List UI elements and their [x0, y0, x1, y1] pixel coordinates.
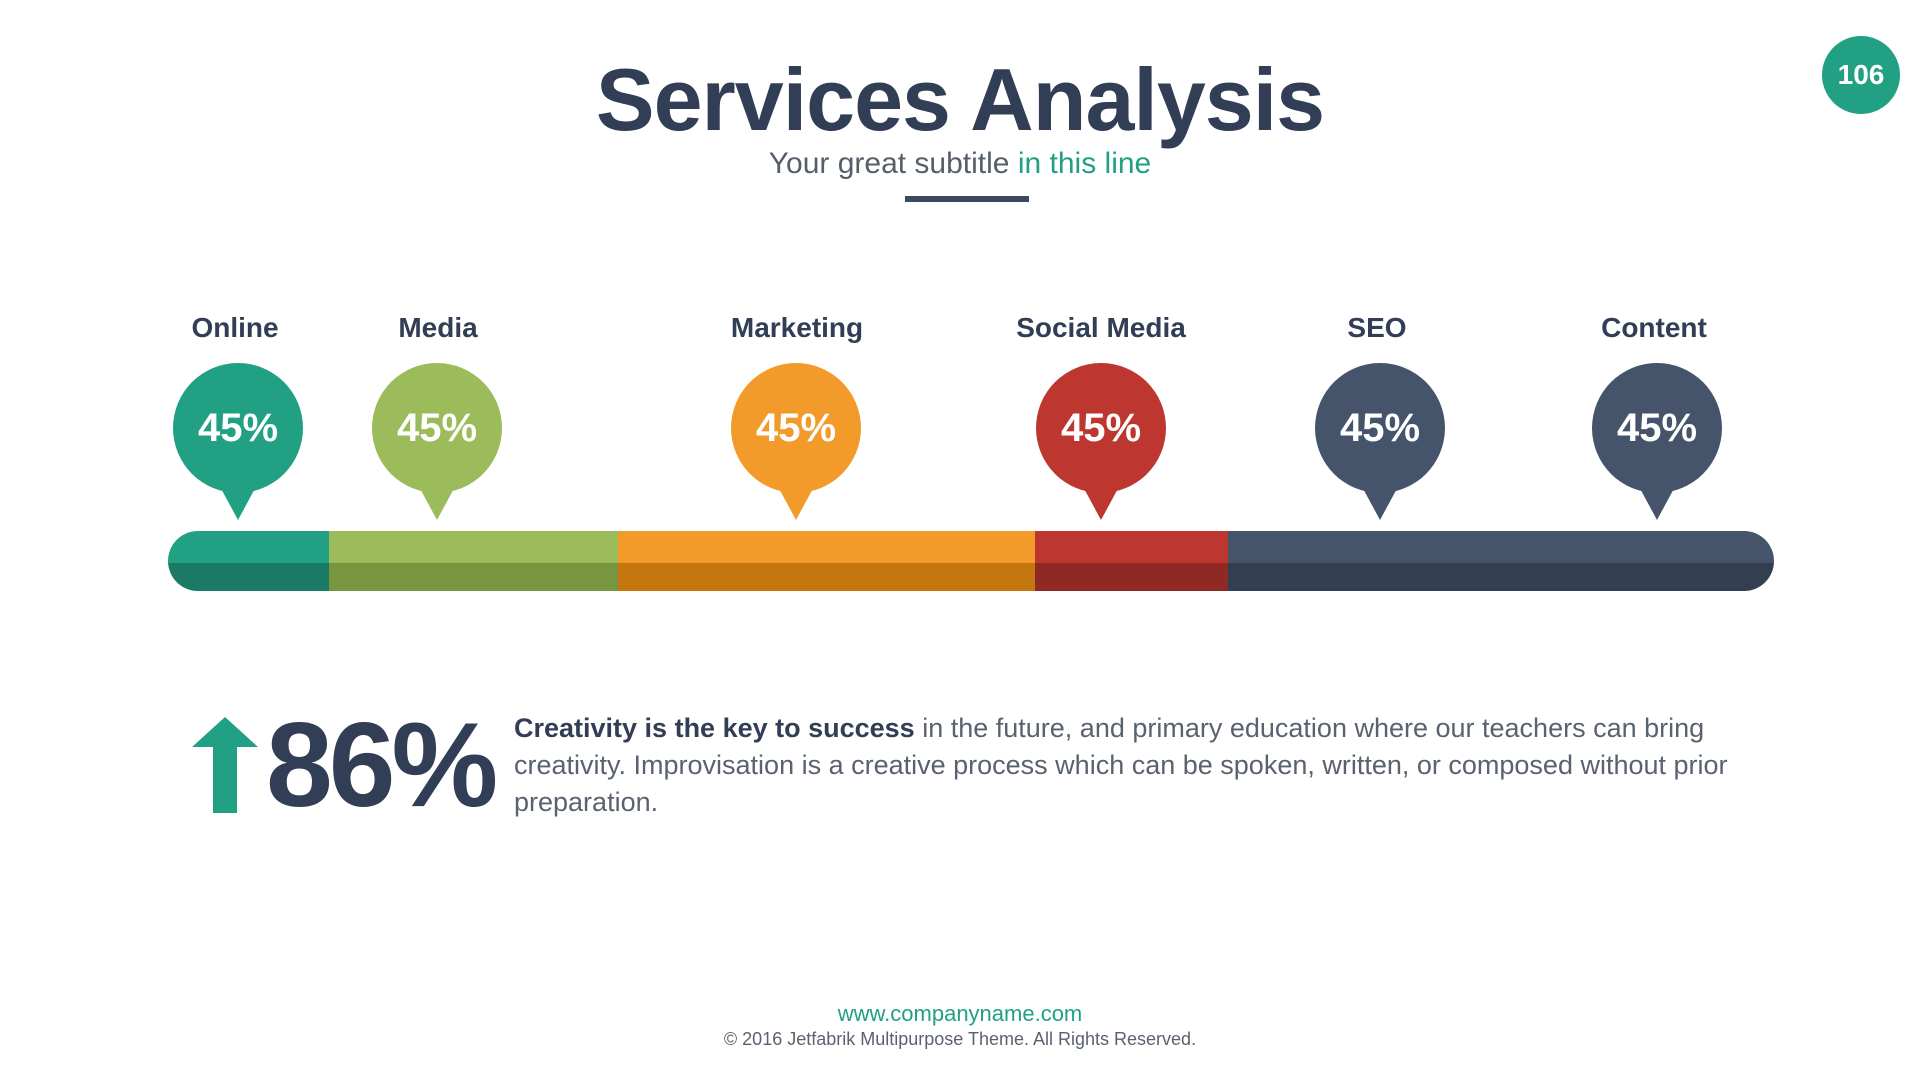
pin-value-social-media: 45%	[1060, 406, 1142, 450]
bar-segment-marketing	[617, 531, 1036, 591]
pin-marker-media: 45%	[372, 363, 502, 521]
pin-marker-online: 45%	[173, 363, 303, 521]
subtitle-plain: Your great subtitle	[768, 147, 1018, 180]
bar-segment-seo	[1227, 531, 1501, 591]
pin-shape	[1315, 363, 1445, 520]
pin-marker-content: 45%	[1592, 363, 1722, 521]
stat-description: Creativity is the key to success in the …	[514, 710, 1744, 821]
pin-value-content: 45%	[1616, 406, 1698, 450]
stat-description-text: in the future, and primary education whe…	[514, 713, 1728, 817]
stat-block: 86%	[192, 698, 498, 832]
bar-segment-bottom	[1227, 563, 1501, 591]
bar-segment-media	[328, 531, 618, 591]
stat-value: 86%	[266, 698, 498, 832]
page-title: Services Analysis	[595, 50, 1325, 149]
footer-url[interactable]: www.companyname.com	[837, 1001, 1083, 1026]
stat-description-lead: Creativity is the key to success	[514, 713, 915, 743]
pin-shape	[1036, 363, 1166, 520]
arrow-up-icon	[192, 717, 258, 813]
pin-marker-social-media: 45%	[1036, 363, 1166, 521]
bar-segment-bottom	[1500, 563, 1774, 591]
bar-segment-top	[328, 531, 618, 563]
bar-segment-bottom	[328, 563, 618, 591]
bar-segment-top	[1500, 531, 1774, 563]
bar-segment-social-media	[1035, 531, 1228, 591]
pin-shape	[372, 363, 502, 520]
category-label-social-media: Social Media	[1016, 312, 1186, 343]
category-label-media: Media	[398, 312, 478, 343]
bar-segment-online	[168, 531, 329, 591]
page-subtitle: Your great subtitle in this line	[0, 144, 1920, 184]
category-label-content: Content	[1601, 312, 1707, 343]
bar-segment-bottom	[1035, 563, 1228, 591]
category-label-marketing: Marketing	[730, 312, 864, 343]
pin-shape	[1592, 363, 1722, 520]
pin-marker-seo: 45%	[1315, 363, 1445, 521]
pin-shape	[731, 363, 861, 520]
title-underline	[905, 196, 1029, 202]
bar-segment-top	[1227, 531, 1501, 563]
bar-segment-top	[1035, 531, 1228, 563]
pin-value-marketing: 45%	[755, 406, 837, 450]
pin-shape	[173, 363, 303, 520]
segmented-bar	[168, 531, 1774, 591]
bar-segment-content	[1500, 531, 1774, 591]
subtitle-accent: in this line	[1017, 147, 1152, 180]
bar-segment-bottom	[168, 563, 329, 591]
pin-marker-marketing: 45%	[731, 363, 861, 521]
pin-value-seo: 45%	[1339, 406, 1421, 450]
bar-segment-top	[168, 531, 329, 563]
footer-copyright: © 2016 Jetfabrik Multipurpose Theme. All…	[723, 1029, 1197, 1049]
category-label-online: Online	[191, 312, 279, 343]
page-number-badge: 106	[1822, 36, 1900, 114]
category-label-seo: SEO	[1347, 312, 1407, 343]
pin-value-media: 45%	[396, 406, 478, 450]
pin-value-online: 45%	[197, 406, 279, 450]
bar-segment-bottom	[617, 563, 1036, 591]
bar-segment-top	[617, 531, 1036, 563]
